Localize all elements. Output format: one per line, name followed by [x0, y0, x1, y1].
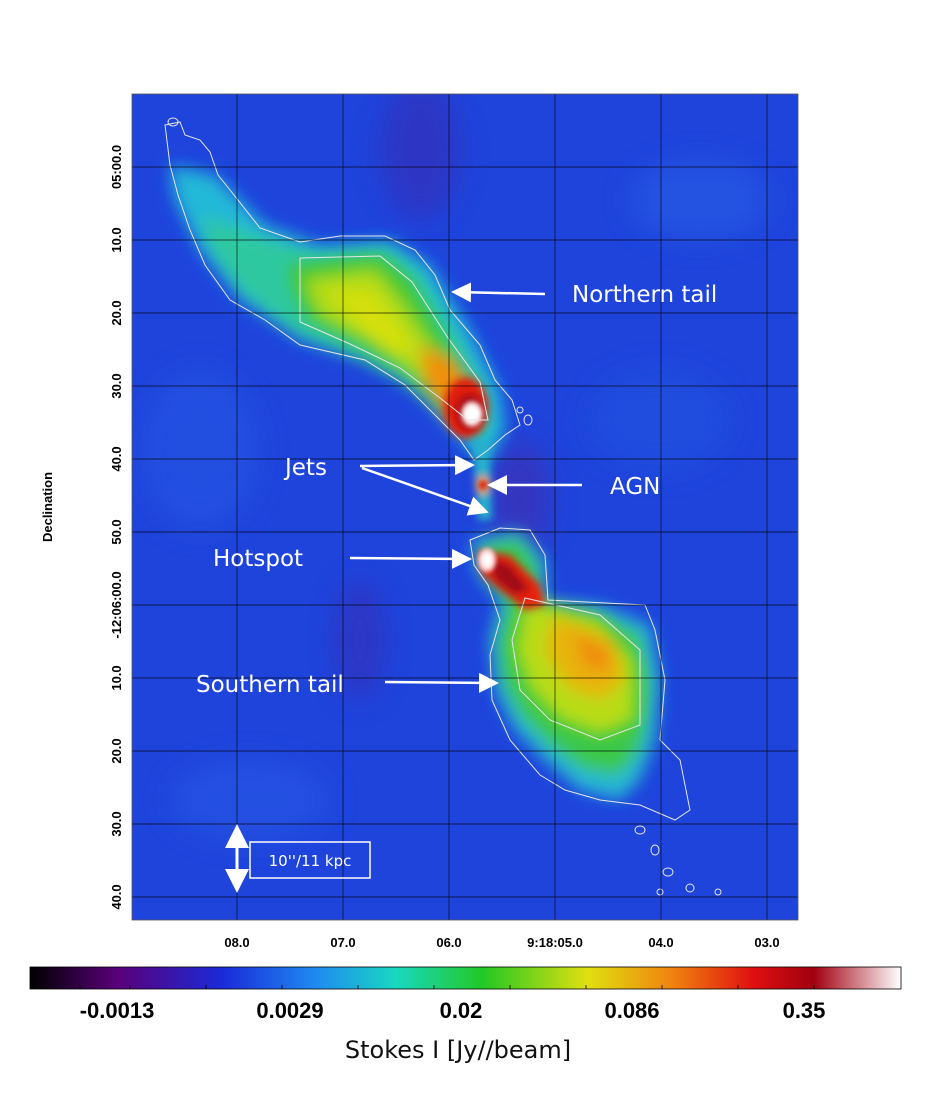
northern-tail-arrow — [451, 282, 546, 303]
colorbar-tick-label: 0.086 — [604, 998, 659, 1023]
plot-frame — [131, 93, 799, 921]
scale-bar: 10''/11 kpc — [225, 824, 371, 893]
x-tick-label: 03.0 — [754, 935, 779, 950]
jets-arrow-lower — [361, 466, 489, 516]
contour-north-inner — [299, 255, 489, 421]
contour-north — [164, 121, 521, 461]
colorbar-gradient — [29, 966, 902, 990]
y-tick-label: 50.0 — [109, 519, 124, 544]
x-tick-label: 06.0 — [436, 935, 461, 950]
jets-arrow-upper — [359, 455, 475, 476]
scale-bar-label: 10''/11 kpc — [269, 852, 352, 870]
hotspot-label: Hotspot — [213, 546, 303, 572]
y-tick-labels: 05:00.0 10.0 20.0 30.0 40.0 50.0 -12:06:00.0 10… — [109, 145, 124, 910]
colorbar-label: Stokes I [Jy//beam] — [345, 1036, 571, 1064]
x-tick-label: 07.0 — [330, 935, 355, 950]
radio-map — [132, 94, 798, 920]
y-tick-label: 30.0 — [109, 811, 124, 836]
southern-tail-label: Southern tail — [196, 672, 344, 698]
colorbar-tick-label: 0.02 — [440, 998, 483, 1023]
y-tick-label: 10.0 — [109, 665, 124, 690]
y-tick-label: -12:06:00.0 — [109, 571, 124, 638]
y-axis-label: Declination — [40, 472, 55, 542]
y-tick-label: 30.0 — [109, 373, 124, 398]
y-tick-label: 40.0 — [109, 446, 124, 471]
colorbar: -0.0013 0.0029 0.02 0.086 0.35 Stokes I [Jy/… — [29, 966, 902, 1064]
colorbar-tick-marks — [79, 985, 815, 989]
x-tick-label: 9:18:05.0 — [527, 935, 583, 950]
southern-tail-arrow — [384, 672, 499, 693]
contour-south — [469, 527, 691, 821]
scale-bar-box — [249, 841, 371, 879]
x-tick-labels: 08.0 07.0 06.0 9:18:05.0 04.0 03.0 — [224, 935, 779, 950]
colorbar-tick-label: 0.0029 — [256, 998, 323, 1023]
northern-tail-label: Northern tail — [572, 282, 717, 308]
y-tick-label: 20.0 — [109, 300, 124, 325]
hotspot-arrow — [349, 548, 472, 569]
annotations: Northern tail Jets AGN Hotspot Southern … — [196, 282, 717, 698]
y-tick-label: 10.0 — [109, 227, 124, 252]
x-tick-label: 08.0 — [224, 935, 249, 950]
y-tick-label: 05:00.0 — [109, 145, 124, 189]
colorbar-tick-label: 0.35 — [783, 998, 826, 1023]
x-tick-label: 04.0 — [648, 935, 673, 950]
jets-label: Jets — [283, 455, 327, 481]
y-tick-label: 40.0 — [109, 884, 124, 909]
agn-label: AGN — [610, 474, 660, 500]
colorbar-tick-label: -0.0013 — [80, 998, 155, 1023]
colorbar-tick-labels: -0.0013 0.0029 0.02 0.086 0.35 — [80, 998, 826, 1023]
contour-south-inner — [511, 597, 641, 741]
y-tick-label: 20.0 — [109, 738, 124, 763]
